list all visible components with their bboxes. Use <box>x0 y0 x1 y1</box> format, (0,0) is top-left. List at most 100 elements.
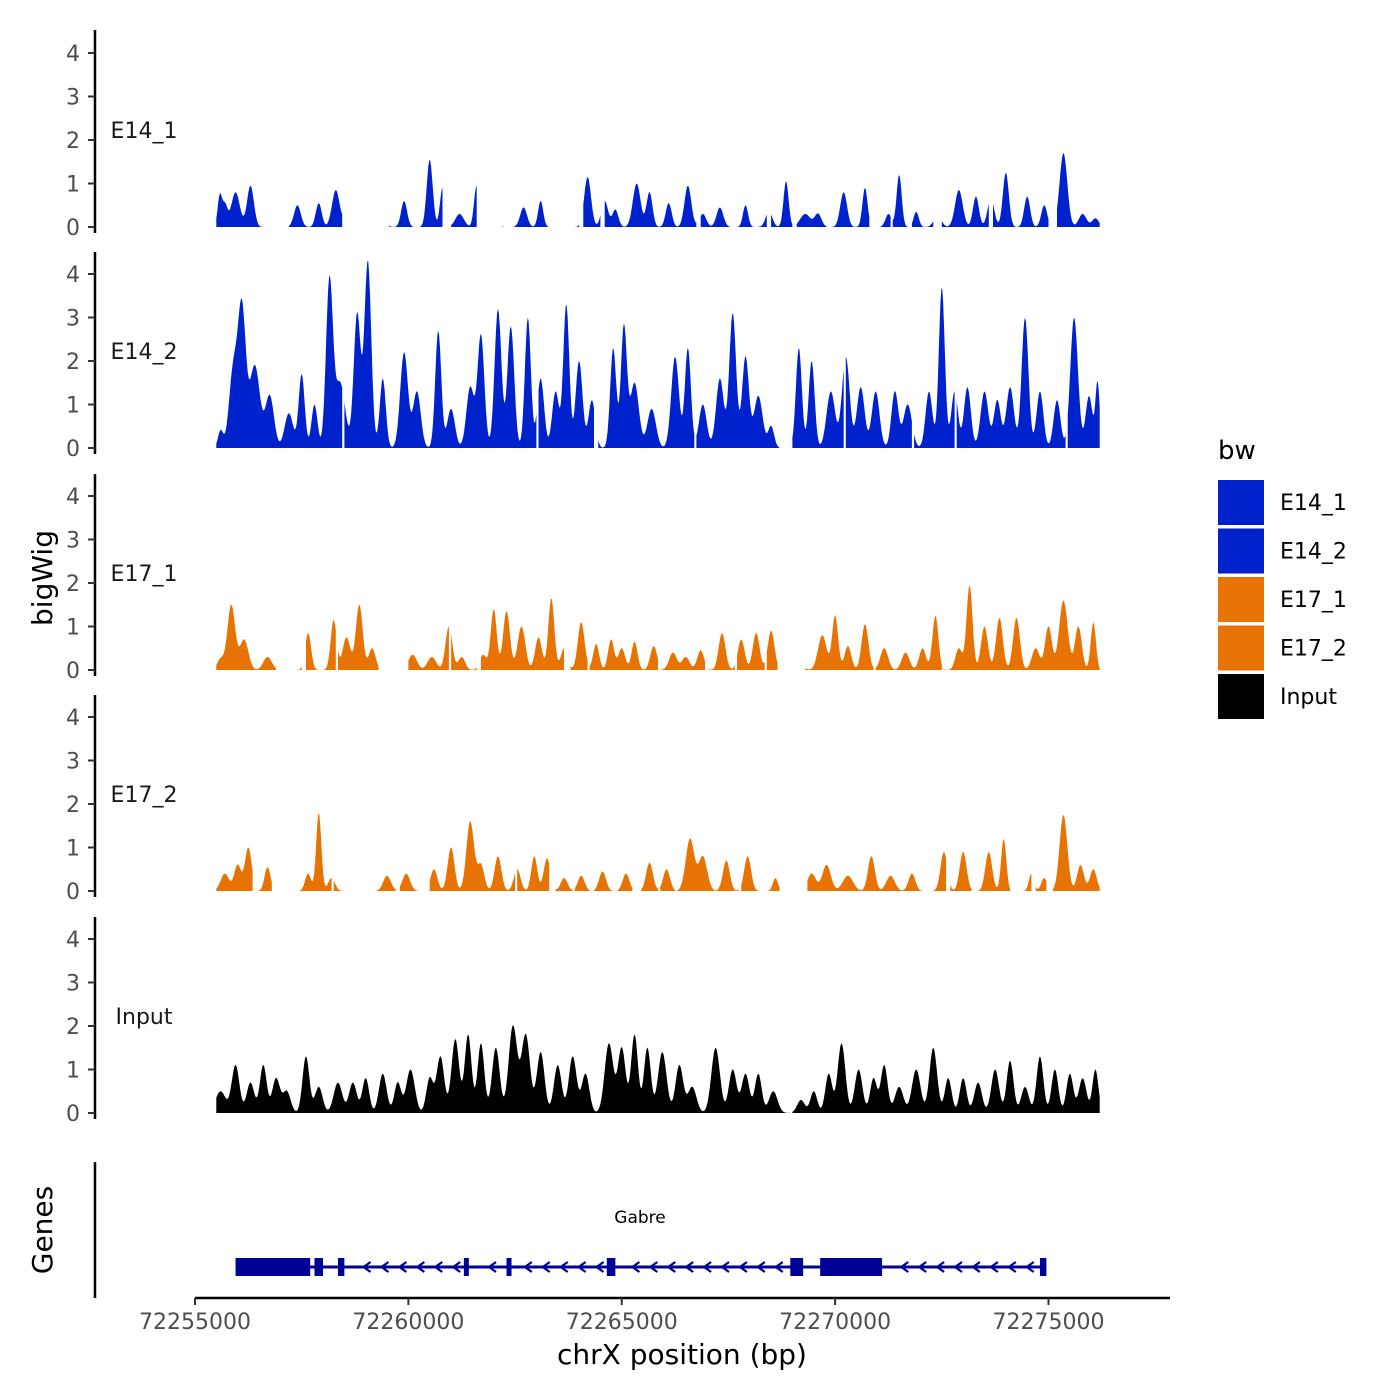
x-axis-title: chrX position (bp) <box>557 1338 807 1371</box>
signal-area <box>931 851 947 891</box>
signal-area <box>875 213 891 227</box>
signal-area <box>845 356 912 448</box>
gene-exon <box>820 1258 883 1276</box>
signal-area <box>589 639 658 670</box>
gene-exon <box>235 1258 311 1276</box>
x-tick-label: 72270000 <box>779 1310 891 1335</box>
signal-area <box>943 585 1100 670</box>
gene-model-gabre <box>235 1258 1047 1276</box>
signal-area <box>284 666 302 670</box>
y-tick-label: 3 <box>66 86 80 111</box>
strand-arrow <box>702 1261 712 1273</box>
signal-area <box>696 313 780 448</box>
strand-arrow <box>487 1261 497 1273</box>
y-tick-label: 2 <box>66 572 80 597</box>
signal-area <box>1035 877 1047 891</box>
legend-label: E17_2 <box>1280 637 1347 662</box>
signal-area <box>792 1043 1100 1113</box>
legend-label: E14_1 <box>1280 491 1347 516</box>
track-label: E14_1 <box>111 119 178 144</box>
legend: bw E14_1 E14_2 E17_1 E17_2 Input <box>1218 436 1347 719</box>
signal-tracks: 0 1 2 3 4 E14_1 0 1 2 3 4 E14_2 0 1 2 3 4 E17_1 0 1 2 3 4 E17_2… <box>66 30 1100 1127</box>
y-tick-label: 4 <box>66 263 80 288</box>
signal-area <box>604 183 697 227</box>
legend-swatch <box>1218 674 1264 719</box>
y-tick-label: 1 <box>66 1059 80 1084</box>
gene-exon <box>314 1258 324 1276</box>
signal-area <box>677 838 740 891</box>
x-tick-label: 72255000 <box>139 1310 251 1335</box>
strand-arrow <box>953 1261 963 1273</box>
signal-area <box>660 869 676 891</box>
signal-area <box>306 620 336 670</box>
track-e17-1: 0 1 2 3 4 E17_1 <box>66 474 1100 684</box>
track-e14-1: 0 1 2 3 4 E14_1 <box>66 30 1100 241</box>
gene-exon <box>337 1258 345 1276</box>
strand-arrow <box>361 1261 372 1273</box>
y-tick-label: 3 <box>66 972 80 997</box>
strand-arrow <box>971 1261 981 1273</box>
strand-arrow <box>540 1261 551 1273</box>
strand-arrow <box>451 1261 461 1273</box>
strand-arrow <box>755 1261 766 1273</box>
legend-title: bw <box>1218 436 1256 466</box>
track-input: 0 1 2 3 4 Input <box>66 917 1100 1127</box>
signal-area <box>617 873 633 891</box>
signal-area <box>709 633 735 670</box>
y-tick-label: 4 <box>66 928 80 953</box>
strand-arrow <box>899 1261 909 1273</box>
signal-area <box>741 856 761 891</box>
signal-area <box>792 348 844 448</box>
signal-area <box>451 185 477 227</box>
x-tick-label: 72265000 <box>566 1310 678 1335</box>
y-tick-label: 0 <box>66 1102 80 1127</box>
y-axis-title: bigWig <box>26 530 59 626</box>
y-tick-label: 1 <box>66 394 80 419</box>
y-tick-label: 3 <box>66 307 80 332</box>
strand-arrow <box>415 1261 425 1273</box>
strand-arrow <box>522 1261 533 1273</box>
gene-track: Gabre <box>93 1162 1047 1298</box>
y-tick-label: 2 <box>66 1015 80 1040</box>
strand-arrow <box>576 1261 587 1273</box>
signal-area <box>559 224 580 227</box>
signal-area <box>570 622 588 670</box>
legend-swatch <box>1218 625 1264 671</box>
x-tick-label: 72275000 <box>993 1310 1105 1335</box>
y-tick-label: 2 <box>66 793 80 818</box>
gene-exon <box>790 1258 804 1276</box>
gene-exon <box>506 1258 512 1276</box>
strand-arrow <box>988 1261 999 1273</box>
signal-area <box>766 877 780 891</box>
y-tick-label: 4 <box>66 42 80 67</box>
track-e17-2: 0 1 2 3 4 E17_2 <box>66 695 1100 905</box>
signal-area <box>594 871 614 891</box>
legend-swatch <box>1218 528 1264 574</box>
x-axis-ticks: 72255000 72260000 72265000 72270000 72275000 <box>139 1298 1104 1335</box>
legend-label: Input <box>1280 685 1337 710</box>
signal-area <box>583 177 601 227</box>
signal-area <box>941 190 989 227</box>
signal-area <box>807 856 925 891</box>
signal-area <box>1018 873 1032 891</box>
signal-area <box>766 630 778 670</box>
signal-area <box>641 862 658 891</box>
signal-area <box>662 650 705 670</box>
signal-area <box>216 604 277 670</box>
signal-area <box>598 323 695 448</box>
gene-name-label: Gabre <box>614 1208 665 1228</box>
legend-swatch <box>1218 480 1264 525</box>
gene-exon <box>463 1258 469 1276</box>
strand-arrow <box>397 1261 408 1273</box>
signal-area <box>451 634 477 670</box>
signal-area <box>216 1025 791 1113</box>
signal-area <box>216 275 343 448</box>
signal-area <box>338 604 379 670</box>
signal-area <box>914 288 955 448</box>
y-tick-label: 1 <box>66 837 80 862</box>
signal-area <box>737 205 767 227</box>
strand-arrow <box>1006 1261 1017 1273</box>
signal-area <box>796 213 827 227</box>
signal-area <box>978 838 1011 891</box>
